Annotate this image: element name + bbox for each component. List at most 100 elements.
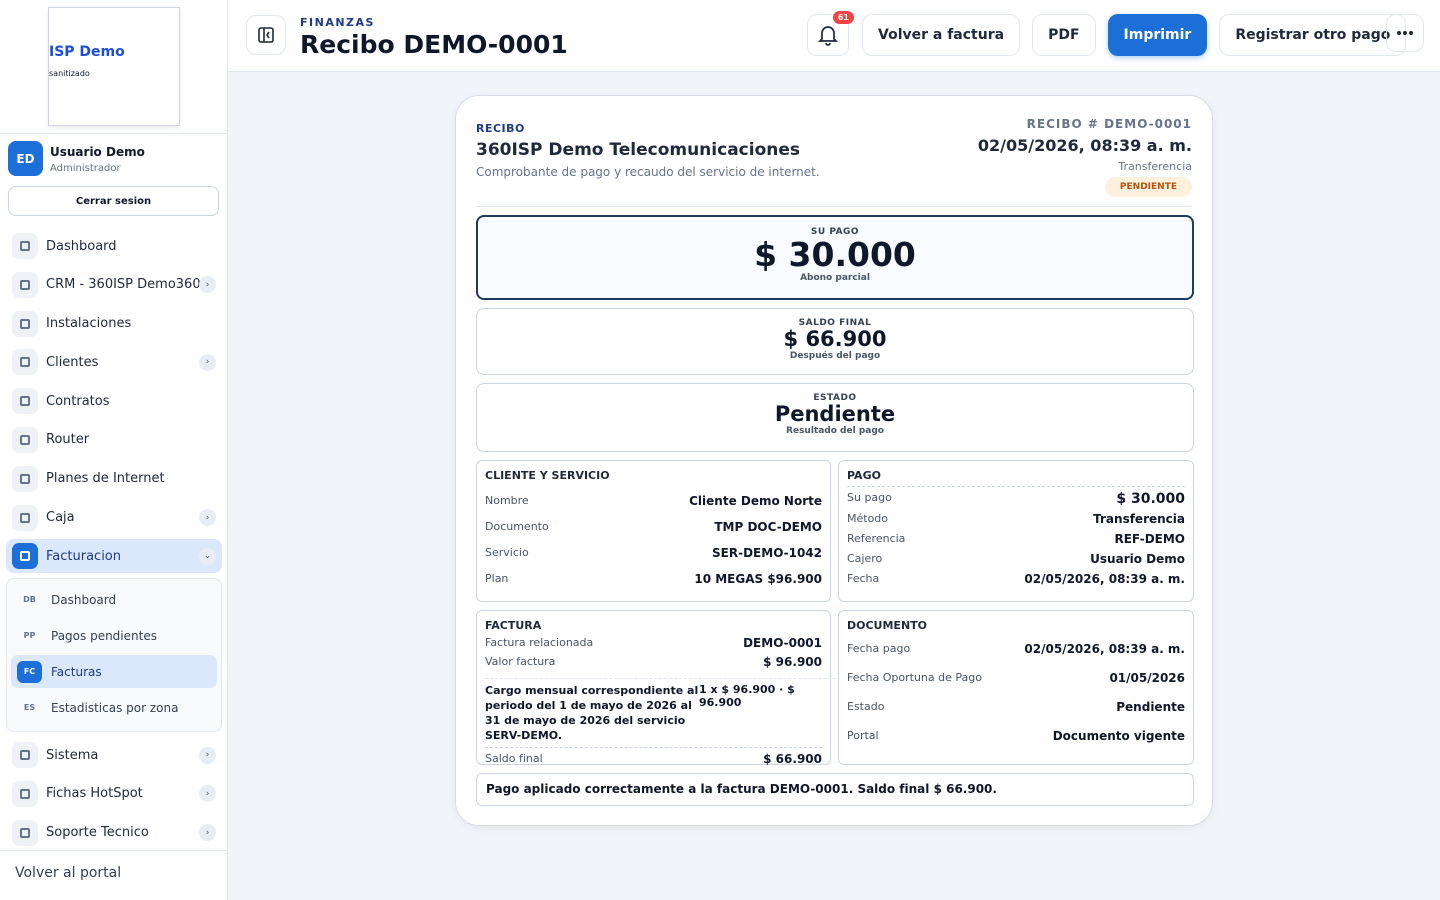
notifications[interactable]: 61	[807, 11, 854, 56]
info-row: Cajero Usuario Demo	[847, 552, 1185, 566]
actions: Volver a factura PDF Imprimir Registrar otr…	[862, 14, 1407, 56]
logout-button[interactable]: Cerrar sesion	[8, 186, 219, 216]
icon-glyph	[20, 396, 30, 407]
nav-icon	[12, 271, 38, 298]
nav-icon	[12, 819, 38, 846]
nav-item[interactable]: Dashboard	[6, 229, 222, 263]
nav-item[interactable]: CRM - 360ISP Demo360 ›	[6, 268, 222, 302]
summary-label: SALDO FINAL	[798, 318, 872, 328]
submenu-abbr: PP	[23, 631, 36, 641]
item-amount: 1 x $ 96.900 · $ 96.900	[699, 683, 795, 709]
section-label: FINANZAS	[300, 16, 375, 29]
nav-label: Caja	[46, 510, 75, 526]
submenu-item[interactable]: DB Dashboard	[11, 583, 217, 616]
row-value: $ 96.900	[763, 655, 822, 669]
submenu-item[interactable]: PP Pagos pendientes	[11, 619, 217, 652]
info-row: Servicio SER-DEMO-1042	[485, 546, 822, 560]
icon-glyph	[20, 279, 30, 290]
row-value: Documento vigente	[1052, 729, 1185, 743]
row-value: 01/05/2026	[1109, 671, 1185, 685]
summary-card: SALDO FINAL $ 66.900 Después del pago	[476, 308, 1194, 375]
divider	[0, 133, 228, 134]
row-value: TMP DOC-DEMO	[714, 520, 822, 534]
nav-label: Facturacion	[46, 548, 121, 564]
row-value: $ 66.900	[763, 752, 822, 766]
action-button[interactable]: Imprimir	[1107, 14, 1208, 56]
row-key: Servicio	[485, 546, 529, 559]
receipt-date: 02/05/2026, 08:39 a. m.	[977, 136, 1192, 155]
row-value: DEMO-0001	[743, 636, 822, 650]
bell-icon	[818, 26, 838, 46]
nav-item[interactable]: Fichas HotSpot ›	[6, 777, 222, 811]
info-row: Fecha Oportuna de Pago 01/05/2026	[847, 671, 1185, 685]
action-button[interactable]: PDF	[1032, 14, 1096, 56]
nav-item[interactable]: Planes de Internet	[6, 462, 222, 496]
page-title: Recibo DEMO-0001	[300, 30, 568, 59]
more-button[interactable]	[1386, 14, 1424, 52]
info-row: Fecha pago 02/05/2026, 08:39 a. m.	[847, 642, 1185, 656]
submenu-label: Dashboard	[51, 592, 117, 607]
row-key: Documento	[485, 520, 549, 533]
user-name: Usuario Demo	[50, 145, 145, 159]
info-row: Saldo final $ 66.900	[485, 747, 822, 766]
brand-title: ISP Demo	[49, 44, 125, 60]
nav-label: Sistema	[46, 747, 99, 763]
panel-title: PAGO	[847, 469, 881, 482]
chevron: ›	[199, 276, 216, 294]
user-role: Administrador	[50, 163, 121, 174]
submenu-item[interactable]: FC Facturas	[11, 655, 217, 689]
nav-item[interactable]: Router	[6, 423, 222, 457]
nav-label: Instalaciones	[46, 316, 132, 332]
nav-item[interactable]: Clientes ›	[6, 345, 222, 379]
row-key: Cajero	[847, 552, 883, 565]
nav-icon	[12, 504, 38, 531]
row-value: 02/05/2026, 08:39 a. m.	[1024, 642, 1185, 656]
nav-item[interactable]: Soporte Tecnico ›	[6, 816, 222, 850]
row-value: SER-DEMO-1042	[712, 546, 822, 560]
summary-value: $ 66.900	[783, 327, 887, 351]
nav-item[interactable]: Contratos	[6, 384, 222, 418]
toggle-icon	[258, 27, 274, 43]
info-row: Fecha 02/05/2026, 08:39 a. m.	[847, 572, 1185, 586]
icon-glyph	[20, 357, 30, 368]
chevron: ›	[199, 509, 216, 527]
icon-glyph	[20, 473, 30, 484]
submenu-abbr: DB	[23, 595, 36, 605]
icon-glyph	[20, 434, 30, 445]
receipt-card: RECIBO 360ISP Demo Telecomunicaciones Co…	[455, 95, 1213, 826]
nav-icon	[12, 543, 38, 570]
panel-title: FACTURA	[485, 619, 542, 632]
nav-icon	[12, 233, 38, 259]
sidebar-toggle[interactable]	[246, 15, 286, 55]
nav-label: Router	[46, 432, 90, 448]
chevron: ›	[199, 353, 216, 371]
receipt-number: RECIBO # DEMO-0001	[1026, 117, 1192, 131]
nav-item[interactable]: Caja ›	[6, 501, 222, 535]
info-row: Método Transferencia	[847, 512, 1185, 526]
submenu-abbr: ES	[23, 703, 36, 713]
back-to-portal[interactable]: Volver al portal	[15, 865, 122, 881]
panel-title: DOCUMENTO	[847, 619, 928, 632]
receipt-label: RECIBO	[476, 122, 525, 135]
icon-glyph	[20, 788, 30, 799]
nav-item[interactable]: Facturacion ⌄	[6, 539, 222, 574]
panel: CLIENTE Y SERVICIO Nombre Cliente Demo Nor…	[476, 460, 831, 602]
submenu-label: Pagos pendientes	[51, 628, 157, 643]
nav-icon	[12, 310, 38, 337]
nav-item[interactable]: Instalaciones	[6, 307, 222, 341]
row-key: Estado	[847, 700, 885, 713]
submenu-label: Facturas	[51, 664, 102, 679]
row-key: Su pago	[847, 491, 892, 504]
divider	[0, 850, 228, 851]
submenu-item[interactable]: ES Estadisticas por zona	[11, 691, 217, 724]
action-button[interactable]: Registrar otro pago	[1219, 14, 1407, 56]
row-key: Valor factura	[485, 655, 556, 668]
description: Comprobante de pago y recaudo del servic…	[476, 165, 820, 179]
row-key: Saldo final	[485, 752, 543, 765]
nav-label: Fichas HotSpot	[46, 786, 143, 802]
header: FINANZAS Recibo DEMO-0001 61 Volver a fa…	[228, 0, 1440, 72]
summary-label: SU PAGO	[810, 227, 860, 237]
row-value: REF-DEMO	[1114, 532, 1185, 546]
nav-item[interactable]: Sistema ›	[6, 738, 222, 772]
action-button[interactable]: Volver a factura	[862, 14, 1021, 56]
